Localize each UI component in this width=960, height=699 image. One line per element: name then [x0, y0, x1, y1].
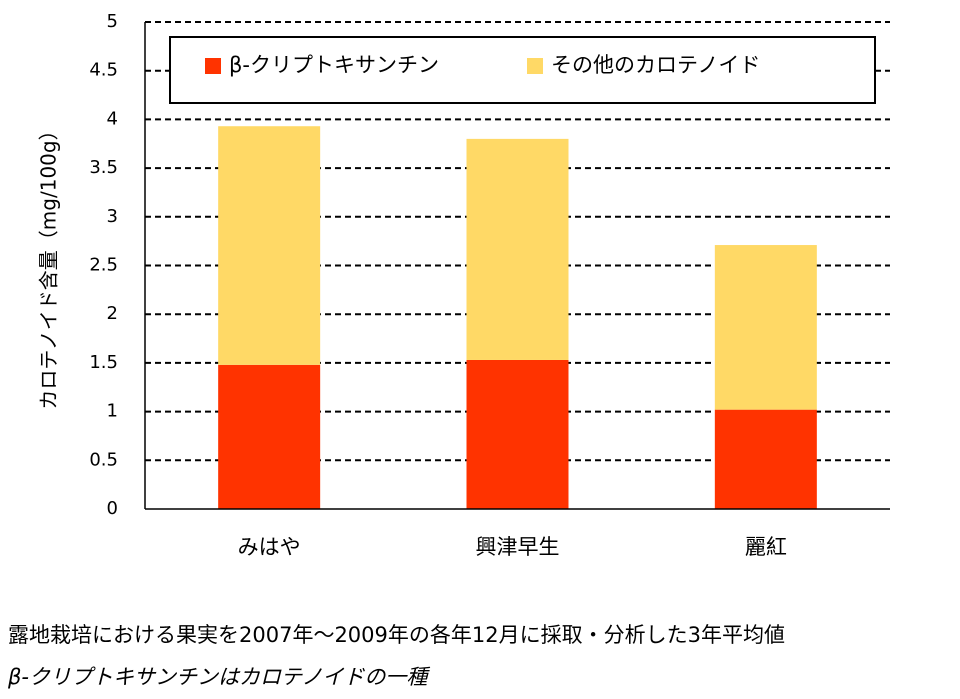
y-tick-label: 1.5: [89, 352, 118, 373]
legend-label: その他のカロテノイド: [551, 53, 760, 77]
note: 露地栽培における果実を2007年～2009年の各年12月に採取・分析した3年平均…: [8, 623, 785, 647]
note: β-クリプトキサンチンはカロテノイドの一種: [7, 665, 430, 689]
y-tick-label: 3: [107, 206, 118, 227]
y-tick-label: 2: [107, 303, 118, 324]
bar-segment: [714, 245, 817, 410]
x-tick-label: みはや: [238, 535, 301, 559]
y-tick-label: 4.5: [89, 60, 118, 81]
y-tick-label: 2.5: [89, 255, 118, 276]
x-tick-label: 麗紅: [745, 535, 787, 559]
bar-segment: [218, 126, 321, 365]
bar-segment: [714, 409, 817, 509]
y-axis-label: カロテノイド含量（mg/100g）: [37, 120, 61, 409]
y-tick-label: 4: [107, 108, 118, 129]
bar-segment: [466, 138, 569, 360]
y-tick-label: 3.5: [89, 157, 118, 178]
bar-segment: [466, 359, 569, 509]
y-tick-label: 1: [107, 401, 118, 422]
legend-swatch: [205, 58, 221, 74]
y-tick-label: 0.5: [89, 449, 118, 470]
y-tick-label: 0: [107, 498, 118, 519]
y-tick-label: 5: [107, 11, 118, 32]
legend-box: [169, 36, 876, 104]
x-tick-label: 興津早生: [476, 535, 560, 559]
legend-swatch: [527, 58, 543, 74]
bar-segment: [218, 364, 321, 509]
legend-label: β-クリプトキサンチン: [229, 53, 439, 77]
